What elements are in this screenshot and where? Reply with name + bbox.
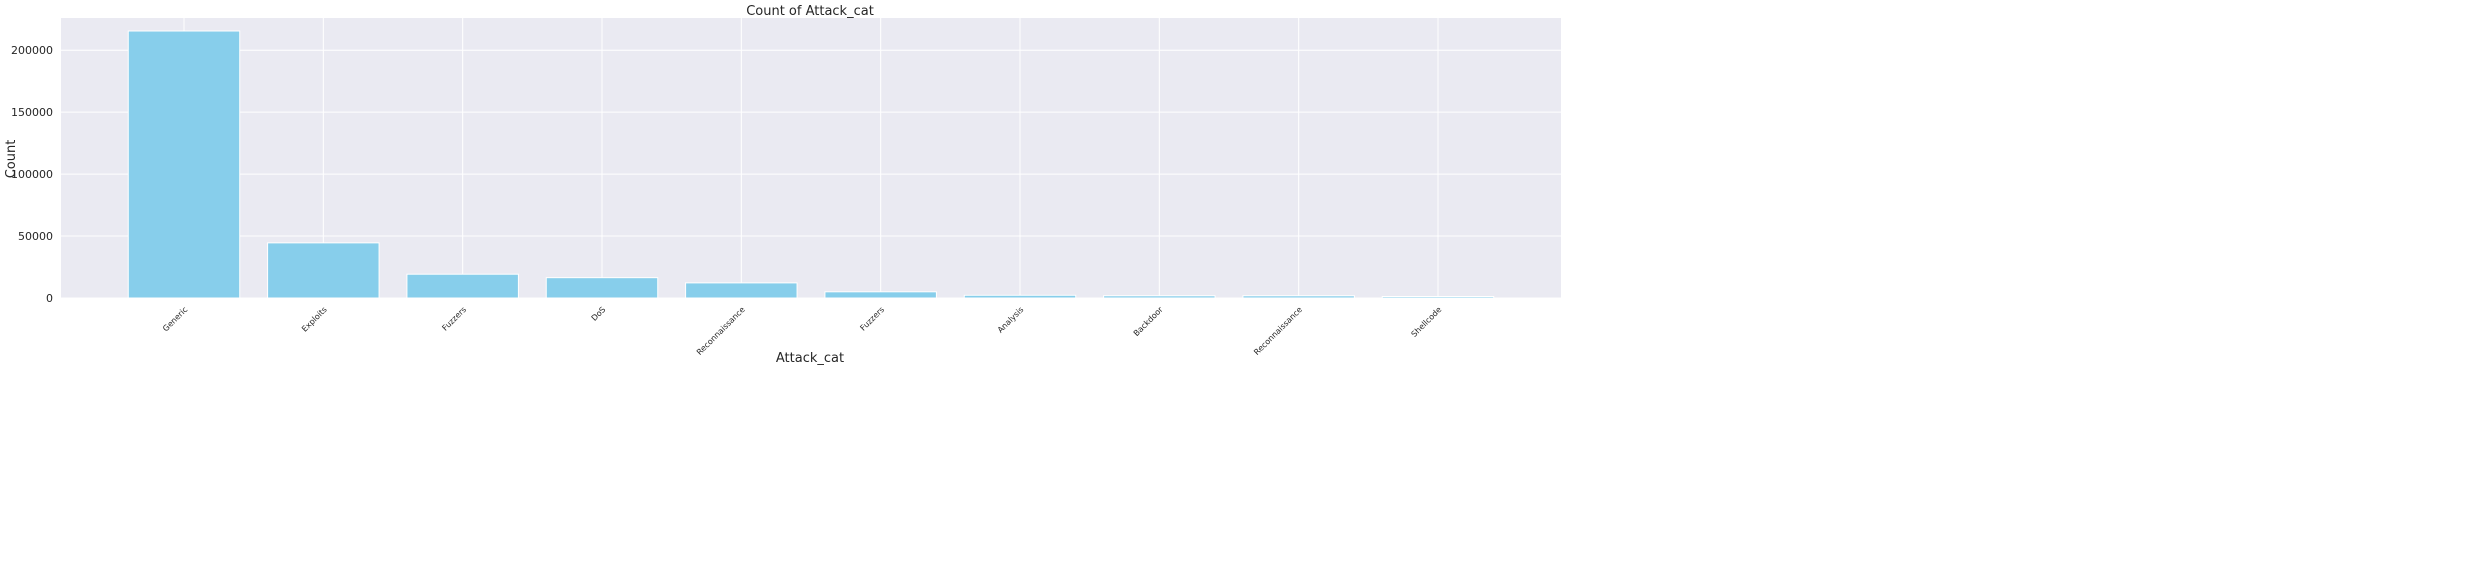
x-tick-label: Exploits	[300, 305, 329, 334]
bar-fuzzers	[406, 273, 519, 299]
grid-lines	[61, 18, 1561, 299]
y-tick-label: 50000	[18, 230, 53, 243]
bar-fuzzers	[824, 291, 937, 299]
y-tick-label: 200000	[11, 44, 53, 57]
y-tick-label: 0	[46, 292, 53, 305]
x-axis-ticks: Generic Exploits Fuzzers DoS Reconnaissance F…	[161, 305, 1443, 357]
x-tick-label: Backdoor	[1132, 305, 1165, 338]
x-tick-label: Shellcode	[1410, 305, 1444, 339]
y-tick-label: 150000	[11, 106, 53, 119]
x-tick-label: DoS	[590, 305, 608, 323]
bar-dos	[545, 277, 659, 299]
y-tick-label: 100000	[11, 168, 53, 181]
bar-backdoor	[1103, 295, 1216, 299]
x-tick-label: Fuzzers	[440, 305, 468, 333]
bar-exploits	[267, 242, 380, 299]
chart-title: Count of Attack_cat	[746, 4, 874, 19]
x-tick-label: Generic	[161, 305, 189, 333]
bars	[127, 30, 1495, 299]
y-axis-ticks: 0 50000 100000 150000 200000	[11, 44, 53, 305]
x-tick-label: Reconnaissance	[1252, 305, 1304, 357]
bar-reconnaissance	[685, 282, 798, 299]
x-axis-label: Attack_cat	[776, 351, 844, 366]
bar-generic	[127, 30, 241, 299]
y-axis-label: Count	[4, 140, 19, 179]
bar-reconnaissance	[1242, 295, 1355, 299]
x-tick-label: Reconnaissance	[695, 305, 747, 357]
bar-analysis	[963, 294, 1077, 299]
bar-shellcode	[1381, 296, 1495, 299]
x-tick-label: Analysis	[996, 305, 1026, 335]
x-tick-label: Fuzzers	[858, 305, 886, 333]
